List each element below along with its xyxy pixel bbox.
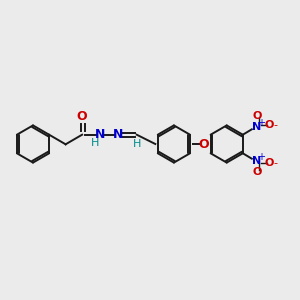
Text: H: H [133, 139, 141, 149]
Text: O: O [199, 137, 209, 151]
Text: O: O [265, 158, 274, 168]
Text: O: O [77, 110, 87, 123]
Text: O: O [253, 167, 262, 178]
Text: O: O [253, 110, 262, 121]
Text: N: N [252, 122, 261, 132]
Text: H: H [91, 138, 99, 148]
Text: -: - [273, 120, 277, 130]
Text: +: + [257, 152, 265, 162]
Text: +: + [257, 118, 265, 128]
Text: -: - [273, 158, 277, 168]
Text: N: N [95, 128, 105, 141]
Text: N: N [113, 128, 123, 141]
Text: N: N [252, 156, 261, 166]
Text: O: O [265, 120, 274, 130]
